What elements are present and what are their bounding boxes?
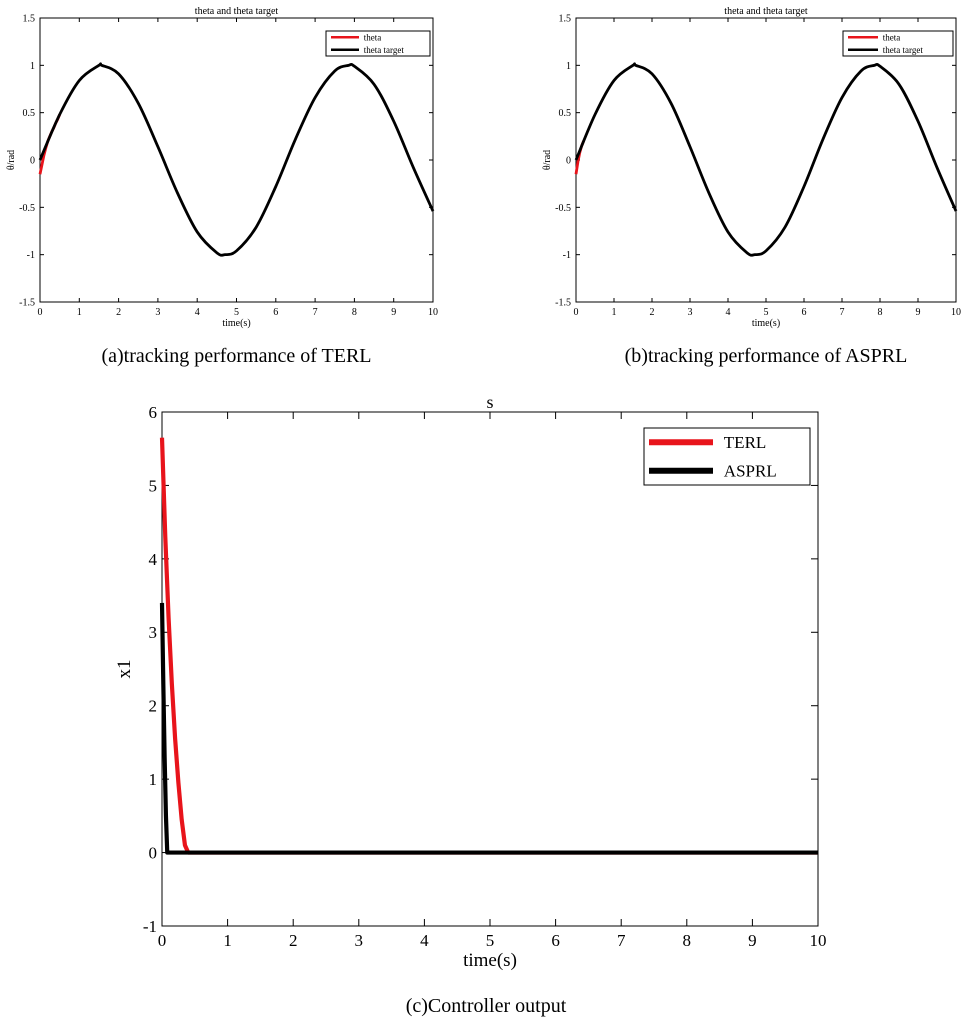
chart-title: theta and theta target	[195, 6, 279, 17]
y-tick-label: -1.5	[555, 298, 571, 309]
x-tick-label: 8	[683, 931, 692, 950]
legend-label: theta	[883, 32, 901, 42]
x-tick-label: 9	[391, 307, 396, 318]
y-axis-label: x1	[114, 660, 135, 679]
y-tick-label: 6	[149, 403, 158, 422]
x-axis-label: time(s)	[463, 950, 517, 971]
x-tick-label: 2	[289, 931, 298, 950]
legend-label: theta target	[364, 45, 405, 55]
x-tick-label: 8	[878, 307, 883, 318]
y-tick-label: 1	[30, 61, 35, 72]
chart-c: 0 1 2 3 4 5 6 7 8 9 10-10123456stime(s)x1TERLASPRL…	[114, 392, 827, 1017]
figure-caption: (c)Controller output	[406, 995, 567, 1017]
x-tick-label: 4	[420, 931, 429, 950]
y-axis-label: θ/rad	[542, 150, 553, 170]
x-tick-label: 5	[486, 931, 495, 950]
plot-frame	[39, 17, 434, 303]
y-tick-label: -0.5	[19, 203, 35, 214]
x-tick-label: 4	[726, 307, 731, 318]
figure-caption: (b)tracking performance of ASPRL	[625, 345, 908, 367]
y-tick-label: 0	[566, 156, 571, 167]
legend-box	[842, 30, 954, 57]
x-tick-label: 7	[617, 931, 626, 950]
y-tick-label: 0	[149, 844, 158, 863]
x-tick-label: 9	[748, 931, 757, 950]
legend-label: theta	[364, 32, 382, 42]
chart-a: 0 1 2 3 4 5 6 7 8 9 10 -1.5 -1 -0.5 0 0.5 1 1.5 theta and …	[6, 6, 438, 367]
x-tick-label: 3	[355, 931, 364, 950]
x-tick-label: 3	[155, 307, 160, 318]
chart-title: s	[486, 392, 493, 412]
figure-caption: (a)tracking performance of TERL	[101, 345, 371, 367]
y-tick-label: 1.5	[23, 14, 36, 25]
x-tick-label: 1	[223, 931, 232, 950]
legend-label: theta target	[883, 45, 924, 55]
series-line-theta-target	[38, 62, 435, 257]
legend: theta theta target	[325, 30, 431, 57]
x-tick-label: 10	[810, 931, 827, 950]
chart-b: 0 1 2 3 4 5 6 7 8 9 10 -1.5 -1 -0.5 0 0.5 1 1.5 theta and …	[542, 6, 961, 367]
x-tick-label: 7	[840, 307, 845, 318]
y-tick-label: 1	[149, 770, 158, 789]
x-axis-label: time(s)	[222, 318, 250, 329]
y-tick-label: -1	[563, 250, 571, 261]
legend-label: ASPRL	[724, 462, 777, 481]
x-tick-label: 5	[234, 307, 239, 318]
legend-box	[643, 427, 811, 486]
x-tick-label: 2	[650, 307, 655, 318]
x-tick-label: 10	[428, 307, 438, 318]
plot-frame	[161, 411, 819, 927]
x-tick-label: 5	[764, 307, 769, 318]
x-tick-label: 0	[38, 307, 43, 318]
legend-box	[325, 30, 431, 57]
legend: TERL ASPRL	[643, 427, 811, 486]
series-line-theta-target	[574, 62, 958, 257]
y-tick-label: 1	[566, 61, 571, 72]
y-tick-label: 1.5	[559, 14, 572, 25]
legend-label: TERL	[724, 433, 767, 452]
y-tick-label: 2	[149, 697, 158, 716]
y-tick-label: 4	[149, 550, 158, 569]
y-axis-label: θ/rad	[6, 150, 17, 170]
y-tick-label: 3	[149, 623, 158, 642]
x-tick-label: 0	[574, 307, 579, 318]
x-tick-label: 7	[313, 307, 318, 318]
x-axis-label: time(s)	[752, 318, 780, 329]
x-tick-label: 1	[612, 307, 617, 318]
x-tick-label: 6	[802, 307, 807, 318]
x-tick-label: 10	[951, 307, 961, 318]
x-tick-label: 9	[916, 307, 921, 318]
series-line-terl	[159, 437, 818, 855]
y-tick-label: 0.5	[559, 108, 572, 119]
x-tick-label: 2	[116, 307, 121, 318]
x-tick-label: 0	[158, 931, 167, 950]
legend: theta theta target	[842, 30, 954, 57]
chart-title: theta and theta target	[724, 6, 808, 17]
x-tick-label: 3	[688, 307, 693, 318]
x-tick-label: 6	[551, 931, 560, 950]
y-tick-label: 5	[149, 476, 158, 495]
x-tick-label: 8	[352, 307, 357, 318]
y-tick-label: -1	[27, 250, 35, 261]
y-tick-label: -1.5	[19, 298, 35, 309]
x-tick-label: 6	[273, 307, 278, 318]
y-tick-label: -1	[143, 917, 157, 936]
y-tick-label: 0	[30, 156, 35, 167]
y-tick-label: -0.5	[555, 203, 571, 214]
y-tick-label: 0.5	[23, 108, 36, 119]
series-line-asprl	[159, 602, 818, 855]
x-tick-label: 1	[77, 307, 82, 318]
plot-frame	[575, 17, 957, 303]
x-tick-label: 4	[195, 307, 200, 318]
